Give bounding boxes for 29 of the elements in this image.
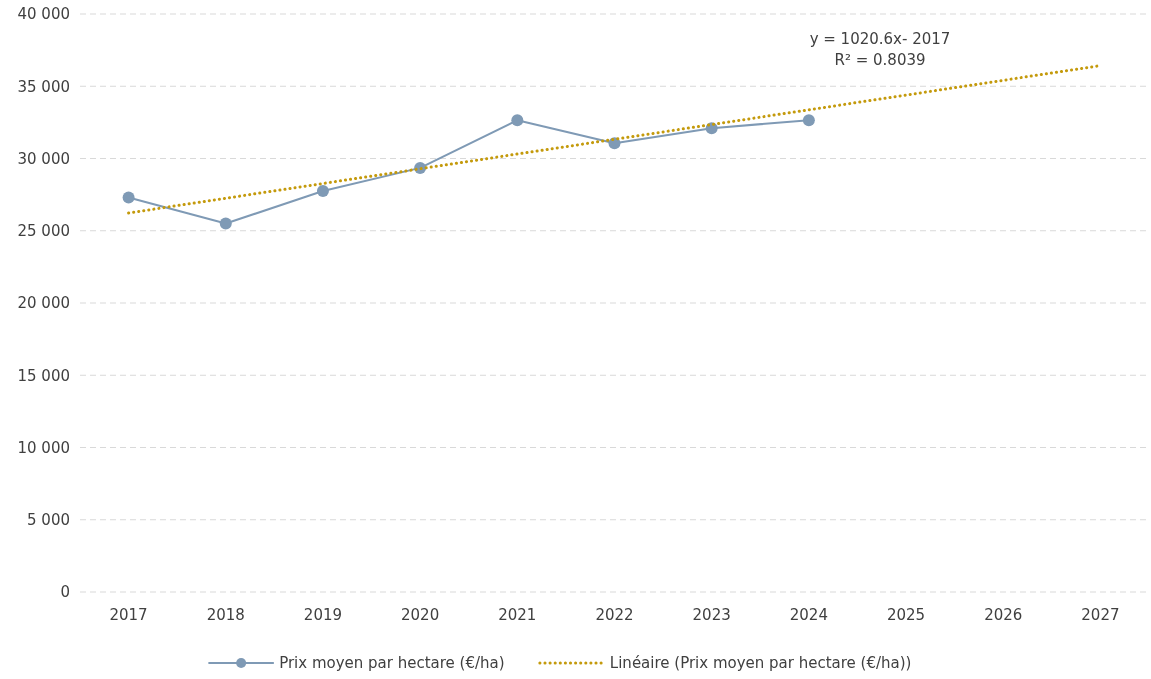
x-tick-label: 2023 (692, 606, 731, 624)
annotation: R² = 0.8039 (834, 51, 926, 69)
point (219, 217, 232, 230)
x-tick-label: 2021 (498, 606, 537, 624)
x-tick-label: 2026 (984, 606, 1023, 624)
x-tick-label: 2024 (789, 606, 828, 624)
x-tick-label: 2017 (109, 606, 148, 624)
x-tick-label: 2020 (401, 606, 440, 624)
point (511, 114, 524, 127)
y-tick-label: 5 000 (27, 511, 70, 529)
point (316, 185, 329, 198)
y-tick-label: 0 (60, 583, 70, 602)
point (122, 191, 135, 204)
x-tick-label: 2025 (886, 606, 926, 624)
x-tick-label: 2027 (1081, 606, 1120, 624)
y-tick-label: 35 000 (17, 77, 70, 96)
legend-label: Linéaire (Prix moyen par hectare (€/ha)) (609, 654, 912, 673)
y-tick-label: 40 000 (17, 5, 70, 24)
point (802, 114, 815, 127)
legend-label: Prix moyen par hectare (€/ha) (279, 654, 505, 673)
x-tick-label: 2022 (595, 606, 634, 624)
annotation: y = 1020.6x- 2017 (809, 30, 951, 48)
y-tick-label: 20 000 (17, 294, 70, 313)
y-tick-label: 25 000 (17, 222, 70, 240)
x-tick-label: 2018 (206, 606, 245, 624)
y-tick-label: 30 000 (17, 149, 70, 168)
x-tick-label: 2019 (303, 606, 343, 624)
y-tick-label: 15 000 (17, 366, 70, 385)
y-tick-label: 10 000 (17, 438, 70, 457)
